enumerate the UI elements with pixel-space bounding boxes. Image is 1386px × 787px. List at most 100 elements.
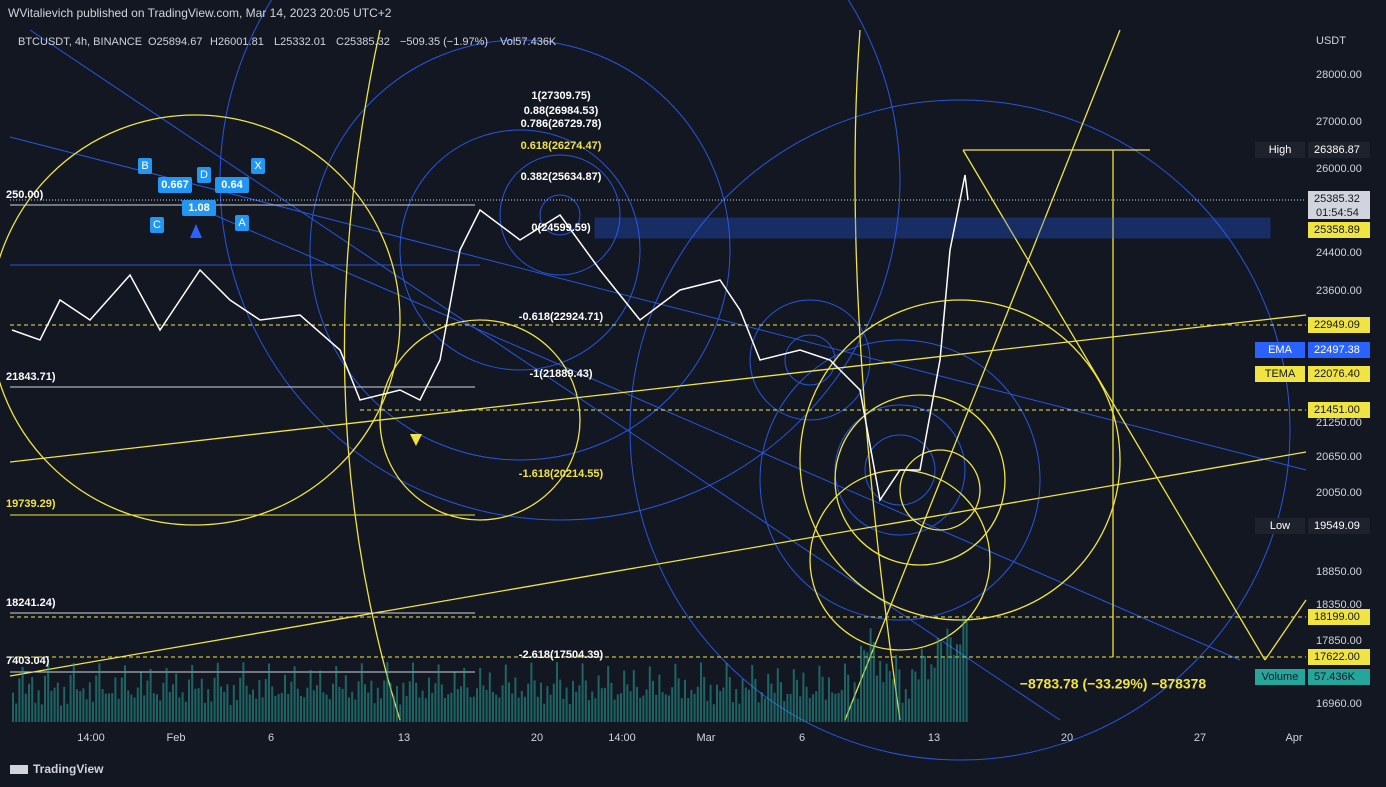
volume-bar	[482, 685, 485, 722]
volume-bar	[808, 698, 811, 722]
volume-bar	[322, 692, 325, 722]
volume-bar	[885, 663, 888, 722]
price-label: 27000.00	[1316, 116, 1362, 128]
volume-bar	[744, 687, 747, 722]
volume-bar	[66, 703, 69, 722]
volume-bar	[373, 703, 376, 722]
volume-bar	[280, 692, 283, 722]
volume-bar	[296, 688, 299, 722]
volume-bar	[172, 684, 174, 722]
volume-bar	[364, 684, 366, 722]
volume-bar	[805, 686, 808, 722]
volume-bar	[79, 691, 82, 722]
volume-bar	[645, 689, 648, 722]
volume-bar	[396, 685, 398, 722]
volume-bar	[194, 688, 197, 722]
volume-bar	[530, 662, 533, 722]
volume-bar	[575, 691, 578, 722]
volume-bar	[332, 683, 334, 722]
volume-bar	[536, 696, 539, 722]
price-tag	[1308, 222, 1370, 238]
volume-bar	[594, 698, 597, 722]
time-label: 13	[928, 732, 940, 744]
volume-bar	[869, 628, 872, 722]
volume-bar	[719, 691, 722, 722]
fib-label: -1(21889.43)	[530, 368, 593, 380]
price-label: 24400.00	[1316, 247, 1362, 259]
pattern-point: A	[238, 217, 246, 229]
volume-bar	[613, 699, 616, 722]
volume-bar	[242, 662, 245, 722]
volume-bar	[687, 698, 690, 722]
volume-bar	[946, 628, 949, 722]
volume-bar	[770, 683, 773, 722]
volume-bar	[136, 687, 139, 722]
price-tag	[1308, 649, 1370, 665]
volume-bar	[712, 704, 715, 722]
volume-bar	[456, 689, 459, 722]
volume-bar	[559, 679, 562, 722]
volume-bar	[47, 664, 50, 722]
volume-bar	[428, 677, 430, 722]
legend-open: O25894.67	[148, 36, 202, 48]
volume-bar	[197, 688, 200, 722]
volume-bar	[604, 687, 606, 722]
volume-bar	[940, 642, 942, 722]
volume-bar	[872, 642, 875, 722]
volume-bar	[757, 702, 760, 722]
pattern-point-box	[235, 215, 249, 231]
volume-bar	[389, 682, 392, 722]
price-label: 28000.00	[1316, 69, 1362, 81]
volume-bar	[818, 665, 821, 722]
left-label: 21843.71)	[6, 371, 56, 383]
left-label: 18241.24)	[6, 597, 56, 609]
price-label: 16960.00	[1316, 698, 1362, 710]
volume-bar	[495, 694, 498, 722]
volume-bar	[469, 697, 472, 722]
volume-bar	[450, 692, 453, 722]
volume-bar	[492, 692, 494, 722]
volume-bar	[117, 698, 120, 722]
volume-bar	[748, 689, 750, 722]
volume-bar	[546, 686, 549, 722]
volume-bar	[380, 698, 382, 722]
fib-label: 0.786(26729.78)	[521, 118, 602, 130]
volume-bar	[824, 699, 827, 722]
volume-bar	[367, 692, 370, 722]
volume-bar	[264, 679, 267, 722]
volume-bar	[229, 704, 232, 722]
volume-bar	[418, 697, 421, 722]
left-label: 250.00)	[6, 189, 44, 201]
volume-bar	[956, 644, 958, 722]
volume-bar	[44, 675, 46, 722]
volume-bar	[88, 682, 91, 722]
price-label: 18850.00	[1316, 566, 1362, 578]
volume-bar	[421, 690, 424, 722]
volume-bar	[168, 691, 171, 722]
volume-bar	[703, 676, 706, 722]
volume-bar	[92, 701, 94, 722]
volume-bar	[639, 697, 642, 722]
volume-bar	[140, 672, 142, 722]
volume-bar	[568, 704, 571, 722]
pattern-point-box	[251, 158, 265, 174]
volume-bar	[37, 690, 40, 722]
fib-label: -1.618(20214.55)	[519, 468, 604, 480]
volume-bar	[962, 615, 965, 722]
volume-bar	[460, 686, 462, 722]
volume-bar	[828, 677, 830, 722]
time-label: 27	[1194, 732, 1206, 744]
volume-bar	[911, 669, 914, 722]
volume-bar	[783, 700, 786, 722]
tag-name-box	[1255, 142, 1305, 158]
volume-bar	[760, 692, 763, 722]
price-tag-value: 21451.00	[1314, 404, 1360, 416]
volume-bar	[159, 700, 162, 722]
price-tag-value: 22497.38	[1314, 344, 1360, 356]
tag-name-box	[1255, 366, 1305, 382]
volume-bar	[383, 680, 386, 722]
volume-bar	[920, 648, 923, 722]
volume-bar	[728, 677, 731, 722]
price-tag-value: 19549.09	[1314, 520, 1360, 532]
